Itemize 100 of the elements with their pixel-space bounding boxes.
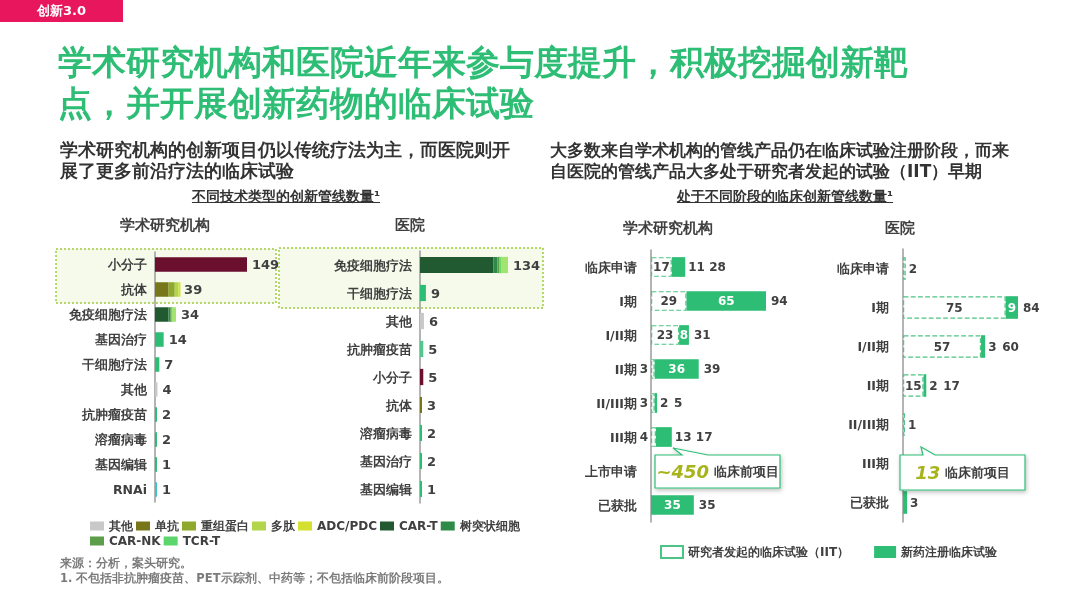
data-label: 4 (639, 430, 648, 444)
legend-label: 研究者发起的临床试验（IIT） (687, 545, 850, 559)
y-tick-label: 临床申请 (585, 259, 637, 275)
y-tick-label: 小分子 (107, 257, 147, 272)
total-label: 84 (1023, 300, 1040, 315)
data-label: 65 (717, 294, 735, 308)
data-label: 3 (988, 339, 997, 354)
chart-title: 学术研究机构 (623, 219, 713, 237)
y-tick-label: 抗体 (385, 397, 413, 413)
legend-label: TCR-T (182, 534, 222, 548)
data-label: 7 (164, 357, 174, 372)
y-tick-label: I/II期 (857, 339, 889, 354)
data-label: 29 (660, 294, 678, 308)
data-label: 5 (428, 369, 438, 385)
data-label: 3 (639, 396, 648, 410)
data-label: 75 (945, 300, 963, 315)
legend-label: CAR-NK (109, 534, 162, 548)
y-tick-label: 基因编辑 (94, 457, 147, 472)
data-label: 17 (653, 260, 670, 274)
data-label: 3 (639, 362, 648, 376)
legend-label: CAR-T (399, 519, 439, 533)
total-label: 31 (693, 328, 711, 342)
total-label: 17 (943, 378, 960, 393)
data-label: 2 (908, 261, 918, 276)
data-label: 2 (427, 453, 437, 469)
legend-label: 单抗 (154, 519, 179, 533)
y-tick-label: 其他 (385, 313, 413, 329)
data-label: 9 (430, 285, 440, 301)
data-label: 1 (908, 417, 917, 432)
data-label: 2 (162, 432, 172, 447)
y-tick-label: 抗体 (120, 282, 148, 297)
y-tick-label: 免疫细胞疗法 (68, 307, 147, 322)
legend-label: 树突状细胞 (458, 519, 521, 533)
y-tick-label: 已获批 (598, 497, 637, 513)
total-label: 39 (184, 282, 203, 297)
data-label: 2 (162, 407, 172, 422)
data-label: 1 (162, 457, 172, 472)
data-label: 1 (162, 482, 172, 497)
text: 创新3.0 (0, 0, 123, 22)
data-label: 11 (688, 260, 705, 274)
total-label: 134 (513, 257, 541, 273)
legend-label: 多肽 (271, 519, 296, 533)
data-label: 13 (674, 430, 692, 444)
y-tick-label: 上市申请 (584, 463, 637, 479)
y-tick-label: I期 (619, 293, 637, 309)
data-label: 15 (904, 378, 922, 393)
legend-label: 重组蛋白 (200, 519, 249, 533)
total-label: 5 (674, 396, 683, 410)
y-tick-label: II期 (614, 361, 637, 377)
y-tick-label: 干细胞疗法 (81, 357, 147, 372)
y-tick-label: 基因编辑 (359, 481, 412, 497)
total-label: 60 (1002, 339, 1019, 354)
y-tick-label: III期 (862, 456, 889, 471)
y-tick-label: 临床申请 (837, 261, 889, 276)
y-tick-label: II/III期 (848, 417, 889, 432)
y-tick-label: 免疫细胞疗法 (333, 257, 412, 273)
source-note: 来源：分析，案头研究。 (60, 556, 192, 571)
annotation: 13 临床前项目 (915, 462, 1010, 483)
text: 1. 不包括非抗肿瘤疫苗、PET示踪剂、中药等；不包括临床前阶段项目。 (60, 571, 449, 586)
y-tick-label: 溶瘤病毒 (94, 432, 147, 447)
data-label: 35 (664, 498, 681, 512)
y-tick-label: 干细胞疗法 (346, 285, 412, 301)
text: 不同技术类型的创新管线数量¹ (191, 188, 381, 206)
text: 大多数来自学术机构的管线产品仍在临床试验注册阶段，而来自医院的管线产品大多处于研究者发起的试验（IIT）早期 (550, 140, 1010, 182)
text: 处于不同阶段的临床创新管线数量¹ (676, 188, 894, 206)
total-label: 39 (703, 362, 721, 376)
y-tick-label: 其他 (120, 382, 148, 397)
y-tick-label: II期 (866, 378, 889, 393)
y-tick-label: 基因治疗 (94, 332, 147, 347)
data-label: 6 (428, 313, 438, 329)
legend-label: 新药注册临床试验 (900, 545, 999, 559)
total-label: 17 (695, 430, 713, 444)
data-label: 14 (168, 332, 187, 347)
y-tick-label: I期 (871, 300, 889, 315)
y-tick-label: 基因治疗 (359, 453, 412, 469)
data-label: 3 (910, 495, 919, 510)
data-label: 2 (929, 378, 938, 393)
y-tick-label: 抗肿瘤疫苗 (346, 341, 412, 357)
data-label: 57 (933, 339, 951, 354)
total-label: 28 (709, 260, 726, 274)
data-label: 2 (427, 425, 437, 441)
y-tick-label: III期 (610, 429, 637, 445)
y-tick-label: 抗肿瘤疫苗 (81, 407, 147, 422)
data-label: 36 (668, 362, 686, 376)
data-label: 9 (1007, 300, 1017, 315)
y-tick-label: 溶瘤病毒 (359, 425, 412, 441)
total-label: 35 (698, 498, 716, 512)
text: 学术研究机构的创新项目仍以传统疗法为主，而医院则开展了更多前沿疗法的临床试验 (60, 140, 511, 182)
data-label: 8 (679, 328, 689, 342)
data-label: 4 (162, 382, 172, 397)
data-label: 23 (656, 328, 674, 342)
chart-title: 医院 (885, 219, 915, 237)
data-label: 3 (427, 397, 437, 413)
y-tick-label: II/III期 (596, 395, 637, 411)
data-label: 5 (428, 341, 438, 357)
y-tick-label: I/II期 (605, 327, 637, 343)
data-label: 1 (427, 481, 437, 497)
total-label: 34 (180, 307, 200, 322)
text: 学术研究机构和医院近年来参与度提升，积极挖掘创新靶点，并开展创新药物的临床试验 (58, 42, 909, 124)
total-label: 94 (771, 294, 788, 308)
